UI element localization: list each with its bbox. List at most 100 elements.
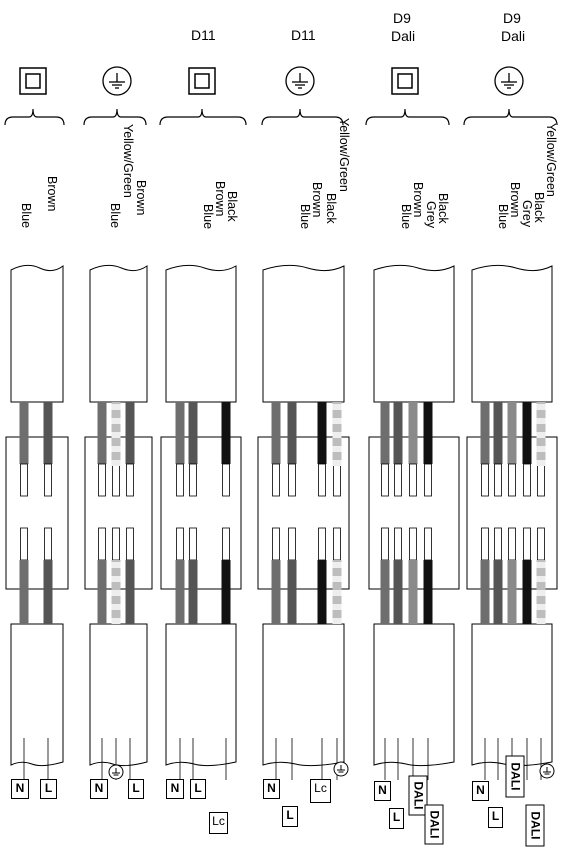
column-3-title: D11 bbox=[191, 27, 216, 43]
wire-core bbox=[112, 463, 120, 497]
wire-insulation bbox=[125, 560, 135, 624]
wire-insulation bbox=[221, 560, 231, 624]
wire-insulation bbox=[97, 402, 107, 464]
wire-core bbox=[318, 527, 326, 561]
wire-core bbox=[98, 463, 106, 497]
brace bbox=[365, 108, 450, 126]
terminal-l: L bbox=[389, 808, 404, 829]
wire-core bbox=[409, 463, 417, 497]
earth-icon bbox=[494, 66, 524, 96]
wire-label: Blue bbox=[496, 204, 510, 230]
wire-insulation bbox=[19, 560, 29, 624]
wire-core bbox=[508, 527, 516, 561]
terminal-n: N bbox=[263, 779, 280, 799]
wire-insulation bbox=[188, 402, 198, 464]
wire-core bbox=[523, 527, 531, 561]
wire-core bbox=[424, 527, 432, 561]
cable-sheath-top bbox=[89, 264, 148, 403]
cable-sheath-top bbox=[471, 264, 553, 403]
cable-sheath-bottom bbox=[89, 623, 148, 767]
wire-core bbox=[176, 463, 184, 497]
class-ii-icon bbox=[19, 67, 47, 95]
wire-core bbox=[44, 463, 52, 497]
terminal-n: N bbox=[90, 779, 108, 799]
cable-sheath-bottom bbox=[10, 623, 64, 767]
terminal-l: L bbox=[190, 779, 206, 799]
class-ii-icon bbox=[391, 67, 419, 95]
wire-core bbox=[424, 463, 432, 497]
wire-core bbox=[288, 527, 296, 561]
wire-core bbox=[20, 463, 28, 497]
wire-label: Blue bbox=[108, 203, 122, 229]
wire-label: Yellow/Green bbox=[121, 124, 135, 198]
wire-insulation bbox=[423, 402, 433, 464]
wire-insulation bbox=[522, 560, 532, 624]
wire-core bbox=[394, 527, 402, 561]
brace bbox=[83, 108, 147, 126]
wire-core bbox=[494, 463, 502, 497]
terminal-l: L bbox=[128, 779, 144, 799]
terminal-n: N bbox=[166, 779, 184, 799]
wire-label: Brown bbox=[411, 182, 425, 218]
brace bbox=[159, 108, 247, 126]
wire-core bbox=[20, 527, 28, 561]
wire-core bbox=[222, 463, 230, 497]
wire-core bbox=[481, 463, 489, 497]
wire-insulation bbox=[393, 560, 403, 624]
wire-core bbox=[381, 527, 389, 561]
cable-sheath-top bbox=[10, 264, 64, 403]
cable-sheath-bottom bbox=[373, 623, 455, 767]
wire-core bbox=[126, 527, 134, 561]
wire-core bbox=[333, 527, 341, 561]
wire-insulation bbox=[271, 560, 281, 624]
wire-core bbox=[112, 527, 120, 561]
terminal-dali: DALI bbox=[525, 804, 545, 847]
column-6-title: D9 bbox=[503, 10, 521, 26]
column-6-subtitle: Dali bbox=[501, 28, 526, 44]
wire-insulation bbox=[408, 402, 418, 464]
wire-insulation bbox=[380, 402, 390, 464]
wire-core bbox=[126, 463, 134, 497]
wire-insulation bbox=[19, 402, 29, 464]
wire-label: Brown bbox=[508, 182, 522, 218]
wire-label: Brown bbox=[213, 181, 227, 217]
wire-label: Grey bbox=[520, 200, 534, 228]
wire-core bbox=[537, 527, 545, 561]
column-5-subtitle: Dali bbox=[391, 28, 416, 44]
wire-core bbox=[189, 463, 197, 497]
terminal-n: N bbox=[472, 781, 489, 801]
wire-insulation bbox=[380, 560, 390, 624]
wire-core bbox=[318, 463, 326, 497]
wire-core bbox=[288, 463, 296, 497]
wire-core bbox=[381, 463, 389, 497]
wire-insulation bbox=[393, 402, 403, 464]
wire-label: Black bbox=[225, 191, 239, 222]
wire-core bbox=[272, 463, 280, 497]
wire-insulation bbox=[97, 560, 107, 624]
wire-insulation bbox=[287, 402, 297, 464]
terminal-l: L bbox=[282, 806, 298, 827]
wire-label: Blue bbox=[298, 204, 312, 230]
wire-insulation bbox=[423, 560, 433, 624]
terminal-n: N bbox=[11, 779, 29, 799]
class-ii-inner-icon bbox=[397, 73, 413, 89]
class-ii-inner-icon bbox=[194, 73, 210, 89]
wire-insulation bbox=[480, 560, 490, 624]
wire-label: Yellow/Green bbox=[544, 123, 558, 197]
terminal-l: L bbox=[40, 779, 57, 799]
cable-sheath-top bbox=[373, 264, 455, 403]
cable-sheath-bottom bbox=[165, 623, 237, 767]
wire-core bbox=[222, 527, 230, 561]
terminal-n: N bbox=[374, 781, 391, 801]
wire-insulation bbox=[507, 560, 517, 624]
wire-label: Black bbox=[532, 192, 546, 223]
wire-core bbox=[508, 463, 516, 497]
wire-core bbox=[44, 527, 52, 561]
wire-insulation bbox=[317, 402, 327, 464]
wire-label: Brown bbox=[310, 182, 324, 218]
wire-label: Black bbox=[436, 193, 450, 224]
wire-core bbox=[537, 463, 545, 497]
cable-sheath-top bbox=[262, 264, 345, 403]
wire-insulation bbox=[287, 560, 297, 624]
